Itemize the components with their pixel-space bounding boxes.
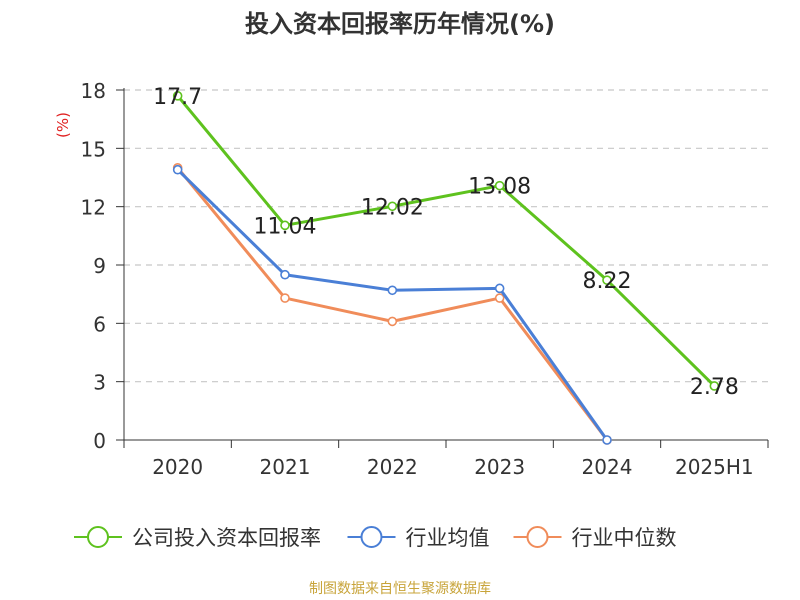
legend-label: 公司投入资本回报率 (132, 526, 321, 550)
legend-swatch-marker (87, 526, 109, 548)
x-tick-label: 2022 (367, 455, 418, 479)
data-point (494, 180, 505, 191)
data-labels: 17.7 11.04 12.02 13.08 8.22 2.78 (153, 85, 739, 400)
legend-item: 行业均值 (347, 526, 490, 550)
data-label: 11.04 (254, 214, 317, 239)
data-point (494, 283, 505, 294)
legend-label: 行业均值 (406, 526, 490, 550)
data-point (280, 293, 290, 303)
x-tick-label: 2025H1 (675, 455, 754, 479)
y-tick-label: 3 (93, 371, 106, 395)
x-tick-label: 2023 (474, 455, 525, 479)
source-note: 制图数据来自恒生聚源数据库 (309, 581, 491, 597)
x-tick-label: 2020 (152, 455, 203, 479)
data-point (494, 293, 505, 303)
data-point (172, 164, 183, 175)
data-point (172, 91, 183, 101)
y-tick-label: 12 (81, 196, 106, 220)
data-point (602, 275, 612, 285)
x-tick-label: 2021 (260, 455, 311, 479)
series-layer (172, 91, 720, 445)
y-tick-label: 15 (81, 137, 106, 161)
y-tick-label: 6 (93, 312, 106, 336)
data-label: 8.22 (583, 269, 632, 294)
data-label: 12.02 (361, 195, 424, 220)
x-tick-label: 2024 (582, 455, 633, 479)
data-point (280, 220, 290, 231)
data-point (387, 285, 398, 296)
axes: 0 3 6 9 12 15 18 2020 2021 2022 2023 2024 2025H1 (%) (54, 79, 769, 479)
legend-swatch-marker (526, 526, 549, 548)
data-point (387, 201, 398, 212)
data-point (387, 316, 398, 327)
legend: 公司投入资本回报率 行业均值 行业中位数 (74, 526, 677, 550)
chart-title: 投入资本回报率历年情况(%) (245, 10, 555, 38)
y-axis-label: (%) (54, 112, 72, 138)
data-point (602, 435, 612, 445)
grid-lines (124, 89, 768, 383)
data-label: 17.7 (153, 85, 202, 110)
data-label: 13.08 (468, 175, 531, 200)
y-tick-label: 0 (93, 429, 106, 453)
legend-item: 公司投入资本回报率 (74, 526, 321, 550)
y-tick-label: 9 (93, 254, 106, 278)
series-line-0 (176, 94, 716, 388)
data-point (280, 269, 290, 280)
y-tick-label: 18 (81, 79, 106, 103)
data-label: 2.78 (690, 375, 739, 400)
data-point (709, 381, 720, 391)
legend-swatch-marker (360, 526, 383, 548)
legend-label: 行业中位数 (572, 526, 677, 550)
legend-item: 行业中位数 (513, 526, 677, 550)
